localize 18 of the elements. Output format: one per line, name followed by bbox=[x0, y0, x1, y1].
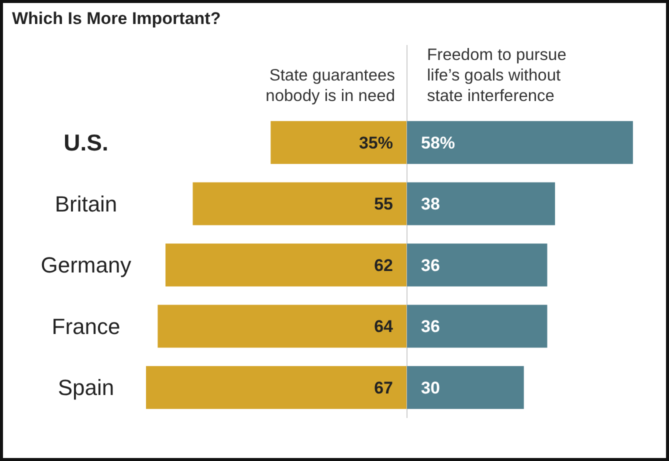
y-tick-label: Britain bbox=[54, 191, 118, 216]
data-label: 36 bbox=[421, 317, 440, 336]
chart-title: Which Is More Important? bbox=[12, 9, 221, 28]
series-label: Freedom to pursue life’s goals without state interference bbox=[427, 46, 566, 105]
data-label: 36 bbox=[421, 256, 440, 275]
data-label: 35% bbox=[358, 133, 393, 152]
data-label: 62 bbox=[374, 256, 393, 275]
data-label: 67 bbox=[374, 378, 393, 398]
series-label: State guarantees nobody is in need bbox=[266, 66, 395, 105]
data-label: 30 bbox=[421, 378, 440, 398]
y-tick-label: Germany bbox=[40, 252, 132, 278]
data-label: 55 bbox=[374, 194, 393, 214]
data-label: 38 bbox=[421, 194, 440, 214]
y-tick-label: France bbox=[52, 314, 120, 339]
y-tick-label: Spain bbox=[58, 375, 114, 400]
data-label: 58% bbox=[421, 133, 456, 152]
y-tick-label: U.S. bbox=[64, 130, 108, 156]
data-label: 64 bbox=[374, 317, 394, 336]
